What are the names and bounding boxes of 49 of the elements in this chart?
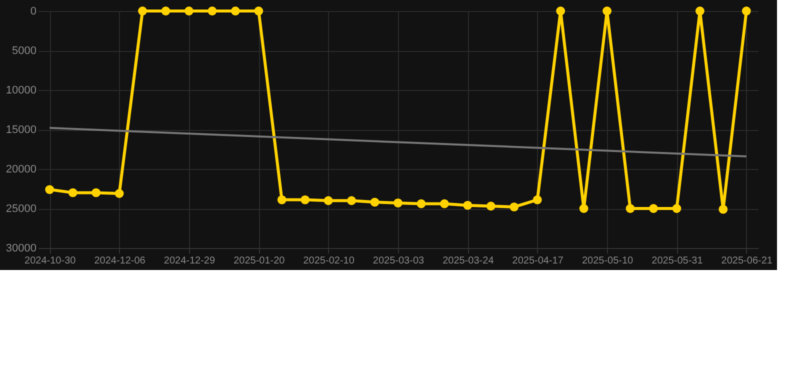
point	[649, 204, 658, 213]
x-tick-label: 2024-12-06	[94, 256, 146, 266]
x-tick-label: 2025-03-24	[442, 256, 494, 266]
point	[486, 202, 496, 211]
point	[230, 6, 240, 16]
point	[45, 185, 54, 194]
point	[510, 202, 519, 212]
y-tick-label: 25000	[6, 203, 36, 215]
x-tick-label: 2024-12-29	[164, 256, 216, 266]
x-tick-label: 2025-02-10	[303, 256, 355, 266]
point	[416, 199, 426, 208]
point	[394, 198, 402, 208]
point	[718, 204, 728, 214]
y-tick-label: 0	[30, 6, 36, 18]
point	[114, 189, 124, 198]
point	[556, 6, 566, 16]
point	[254, 6, 264, 16]
y-tick-label: 5000	[12, 45, 36, 57]
point	[579, 204, 588, 213]
point	[532, 195, 542, 204]
x-tick-label: 2025-05-31	[652, 256, 704, 266]
point	[184, 6, 194, 16]
point	[277, 195, 286, 204]
y-tick-label: 30000	[6, 242, 36, 254]
point	[208, 6, 217, 16]
x-tick-label: 2025-06-21	[721, 256, 773, 266]
point	[324, 196, 333, 206]
y-tick-label: 15000	[6, 124, 36, 136]
x-tick-label: 2025-03-03	[372, 256, 425, 266]
point	[742, 6, 751, 16]
point	[602, 6, 612, 16]
point	[68, 188, 78, 198]
point	[300, 195, 310, 204]
point	[440, 199, 449, 208]
x-tick-label: 2025-01-20	[234, 256, 286, 266]
x-tick-label: 2025-05-10	[582, 256, 634, 266]
point	[672, 204, 682, 213]
x-tick-label: 2024-10-30	[24, 256, 76, 266]
point	[370, 198, 380, 207]
point	[92, 188, 101, 198]
x-tick-label: 2025-04-17	[512, 256, 564, 266]
point	[161, 6, 170, 16]
y-tick-label: 10000	[6, 84, 36, 96]
point	[695, 6, 704, 16]
point	[138, 6, 147, 16]
y-tick-label: 20000	[6, 164, 36, 176]
point	[463, 200, 472, 210]
point	[347, 196, 356, 206]
point	[626, 204, 635, 213]
